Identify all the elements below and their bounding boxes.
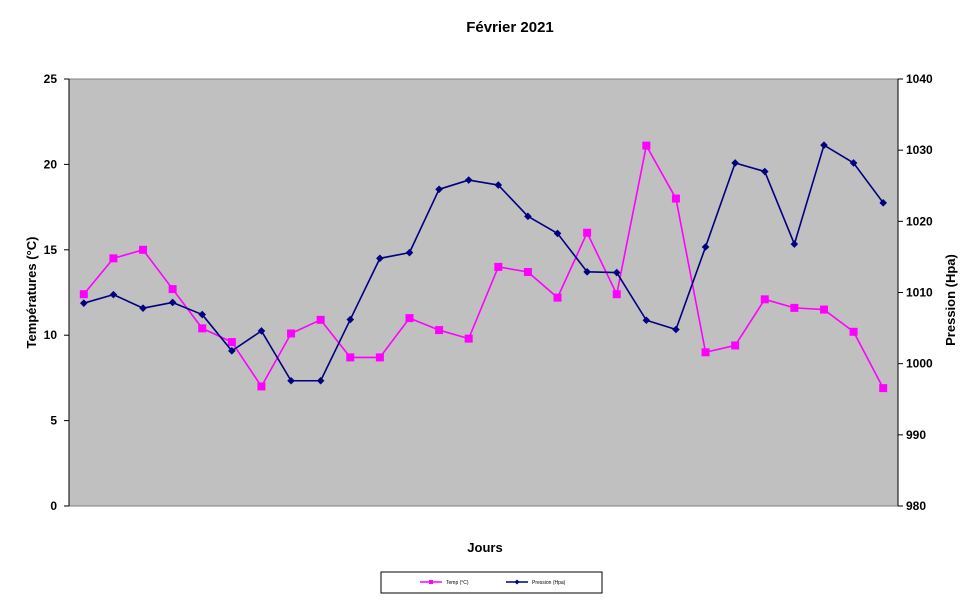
y-right-tick-label: 1010	[906, 286, 933, 300]
y-axis-right-label: Pression (Hpa)	[943, 254, 958, 346]
data-point-temp	[227, 338, 236, 347]
data-point-temp	[642, 141, 651, 150]
data-point-pression	[464, 176, 473, 184]
y-left-tick-label: 15	[44, 243, 58, 257]
legend: Temp (°C) Pression (Hpa)	[380, 571, 603, 594]
y-right-tick-label: 990	[906, 428, 926, 442]
data-point-temp	[671, 194, 680, 203]
data-point-temp	[375, 353, 384, 362]
data-point-pression	[672, 325, 680, 334]
data-point-pression	[109, 290, 118, 299]
data-point-temp	[731, 341, 740, 350]
y-left-tick-label: 0	[50, 499, 57, 513]
y-right-tick-label: 1000	[906, 357, 933, 371]
data-point-temp	[523, 268, 532, 277]
data-point-pression	[849, 159, 858, 167]
y-right-tick-label: 1020	[906, 214, 933, 228]
legend-marker-pression	[514, 579, 520, 585]
data-point-pression	[80, 299, 88, 307]
y-axis-left-label: Températures (°C)	[24, 237, 39, 349]
y-right-tick-label: 1030	[906, 143, 933, 157]
data-point-pression	[346, 315, 355, 324]
data-point-temp	[760, 295, 769, 304]
data-point-pression	[879, 199, 887, 207]
y-right-tick-label: 980	[906, 499, 926, 513]
y-axis-left: 0 5 10 15 20 25	[44, 72, 70, 513]
y-axis-right: 980 990 1000 1010 1020 1030 1040	[897, 72, 933, 513]
y-left-tick-label: 20	[44, 157, 58, 171]
data-point-pression	[435, 185, 443, 194]
data-point-pression	[820, 141, 828, 149]
data-point-temp	[435, 326, 444, 335]
data-point-temp	[819, 305, 828, 314]
data-point-temp	[346, 353, 355, 362]
data-point-pression	[642, 316, 651, 325]
data-point-temp	[849, 327, 858, 336]
data-point-temp	[583, 228, 592, 237]
data-point-temp	[168, 285, 177, 294]
y-left-tick-label: 5	[50, 414, 57, 428]
y-left-tick-label: 10	[44, 328, 58, 342]
data-point-pression	[376, 254, 384, 263]
data-point-temp	[790, 303, 799, 312]
legend-label-temp: Temp (°C)	[446, 580, 469, 586]
plot-area	[68, 78, 899, 507]
data-point-temp	[405, 314, 414, 323]
data-point-temp	[198, 324, 207, 333]
data-point-pression	[405, 248, 414, 257]
data-point-temp	[494, 262, 503, 271]
legend-box	[380, 571, 603, 594]
data-point-temp	[879, 384, 888, 393]
y-left-tick-label: 25	[44, 72, 58, 86]
data-point-temp	[287, 329, 296, 338]
chart-title: Février 2021	[466, 19, 554, 36]
data-point-pression	[494, 181, 503, 189]
x-axis-label: Jours	[467, 540, 502, 555]
data-point-pression	[228, 347, 236, 355]
series-line-temp	[83, 144, 884, 389]
data-point-pression	[583, 268, 591, 276]
data-point-temp	[109, 254, 118, 263]
data-point-pression	[701, 243, 710, 251]
data-point-pression	[168, 298, 177, 307]
data-point-pression	[553, 229, 562, 238]
data-point-temp	[257, 382, 266, 391]
data-point-temp	[612, 290, 621, 299]
data-point-pression	[760, 167, 769, 176]
data-point-temp	[316, 315, 325, 324]
data-point-temp	[464, 334, 473, 343]
y-right-tick-label: 1040	[906, 72, 933, 86]
data-point-pression	[198, 310, 207, 319]
data-point-temp	[701, 348, 710, 357]
data-point-pression	[316, 376, 325, 385]
series-layer	[79, 141, 888, 393]
data-point-pression	[139, 304, 147, 312]
series-line-pression	[83, 144, 884, 382]
data-point-pression	[257, 327, 266, 335]
data-point-pression	[524, 212, 532, 221]
legend-marker-temp	[429, 580, 433, 584]
data-point-pression	[287, 376, 295, 385]
legend-label-pression: Pression (Hpa)	[532, 580, 566, 586]
data-point-temp	[553, 293, 562, 302]
data-point-pression	[790, 240, 799, 248]
data-point-pression	[612, 268, 621, 277]
data-point-pression	[731, 159, 739, 167]
data-point-temp	[79, 290, 88, 299]
data-point-temp	[139, 245, 148, 254]
